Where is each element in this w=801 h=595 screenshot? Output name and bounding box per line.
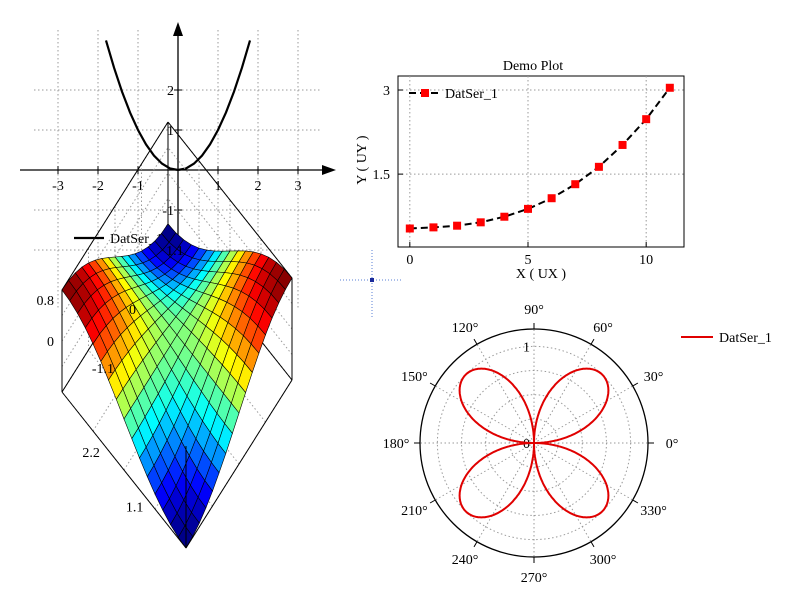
p2-data-point bbox=[524, 204, 532, 213]
p2-data-point bbox=[665, 83, 674, 92]
p3-y-tick-label: 0 bbox=[129, 303, 136, 318]
p1-x-tick-label: 1 bbox=[215, 179, 222, 194]
p2-y-axis-label: Y ( UY ) bbox=[355, 135, 370, 184]
p1-legend-label: DatSer_1 bbox=[110, 232, 163, 247]
p4-angle-tick-label: 150° bbox=[401, 370, 428, 385]
p4-angle-tick-label: 180° bbox=[383, 437, 410, 452]
p4-grid-spoke bbox=[533, 385, 633, 444]
p4-angle-tick-label: 30° bbox=[644, 370, 664, 385]
p4-angle-tick-mark bbox=[473, 541, 478, 548]
p1-x-tick-label: 3 bbox=[295, 179, 302, 194]
p4-angle-tick-mark bbox=[590, 338, 595, 345]
p2-data-point bbox=[594, 162, 603, 171]
p2-y-tick-label: 3 bbox=[383, 84, 390, 99]
p2-series-markers bbox=[405, 83, 674, 233]
p4-grid-spoke bbox=[435, 442, 535, 501]
p4-angle-tick-label: 60° bbox=[593, 321, 613, 336]
p1-y-tick-label: 2 bbox=[167, 84, 174, 99]
p4-angle-tick-mark bbox=[632, 499, 639, 504]
p4-angle-tick-label: 210° bbox=[401, 504, 428, 519]
p1-series-line bbox=[104, 40, 252, 172]
demo-plot-chart: Demo Plot 0 5 10 3 1.5 X ( UX ) Y ( UY ) Dat… bbox=[355, 59, 685, 282]
p2-data-point bbox=[405, 224, 414, 233]
p4-angle-tick-mark bbox=[429, 499, 436, 504]
p4-legend-label: DatSer_1 bbox=[719, 331, 772, 346]
p4-grid-spoke bbox=[533, 344, 592, 444]
p1-x-tick-label: -2 bbox=[92, 179, 104, 194]
p2-data-point bbox=[642, 115, 651, 124]
p3-box-edge bbox=[167, 121, 293, 279]
p4-angle-tick-label: 330° bbox=[640, 504, 667, 519]
p4-angle-tick-mark bbox=[473, 338, 478, 345]
p2-title: Demo Plot bbox=[503, 59, 563, 74]
p4-angle-tick-label: 0° bbox=[666, 437, 679, 452]
p4-grid-spoke bbox=[476, 344, 535, 444]
p1-y-arrow bbox=[173, 22, 183, 36]
p4-angle-tick-mark bbox=[429, 382, 436, 387]
p1-y-tick-label: 1 bbox=[167, 124, 174, 139]
p1-x-tick-label: 2 bbox=[255, 179, 262, 194]
p4-radial-tick-label: 0 bbox=[523, 437, 530, 452]
p4-radial-tick-label: 1 bbox=[523, 340, 530, 355]
p4-angle-tick-mark bbox=[590, 541, 595, 548]
p4-grid-spoke bbox=[533, 442, 633, 501]
p3-box-edge bbox=[185, 379, 293, 549]
p4-angle-tick-label: 120° bbox=[452, 321, 479, 336]
p2-data-point bbox=[476, 218, 485, 227]
p4-angle-tick-label: 300° bbox=[590, 553, 617, 568]
p2-plot-frame bbox=[397, 75, 685, 248]
p4-grid-spoke bbox=[435, 385, 535, 444]
p1-x-tick-label: -3 bbox=[52, 179, 64, 194]
p3-grid-line bbox=[92, 262, 200, 432]
p2-data-point bbox=[618, 140, 627, 149]
polar-chart: 0° 30° 60° 90° 120° 150° 180° 210° 240° 270° 300° 3… bbox=[383, 303, 772, 586]
p3-z-tick-label: 0 bbox=[47, 335, 54, 350]
p3-ticks: 1.1 2.2 -1.1 0 1.1 0.8 0 bbox=[37, 244, 184, 515]
p3-x-tick-label: 1.1 bbox=[126, 500, 144, 515]
p4-ticks: 0° 30° 60° 90° 120° 150° 180° 210° 240° 270° 300° 3… bbox=[383, 303, 679, 586]
p2-grid bbox=[398, 76, 684, 247]
surface-3d-chart: 1.1 2.2 -1.1 0 1.1 0.8 0 bbox=[37, 121, 293, 549]
p2-y-tick-label: 1.5 bbox=[373, 168, 391, 183]
p4-angle-tick-label: 240° bbox=[452, 553, 479, 568]
p4-grid-spoke bbox=[533, 442, 592, 542]
crosshair-cursor bbox=[340, 250, 402, 318]
p3-x-tick-label: 2.2 bbox=[82, 446, 100, 461]
p3-surface bbox=[61, 223, 293, 549]
p3-y-tick-label: -1.1 bbox=[92, 362, 114, 377]
p4-series-line bbox=[458, 367, 610, 519]
p3-y-tick-label: 1.1 bbox=[166, 244, 184, 259]
p4-angle-tick-mark bbox=[632, 382, 639, 387]
p1-x-arrow bbox=[322, 165, 336, 175]
p4-grid-spoke bbox=[476, 442, 535, 542]
p4-angle-tick-label: 270° bbox=[521, 571, 548, 586]
p3-z-tick-label: 0.8 bbox=[37, 294, 55, 309]
p2-x-axis-label: X ( UX ) bbox=[516, 267, 566, 282]
p4-angle-tick-label: 90° bbox=[524, 303, 544, 318]
p2-data-point bbox=[547, 194, 556, 203]
p2-data-point bbox=[571, 180, 580, 189]
p2-ticks: 0 5 10 3 1.5 bbox=[373, 84, 654, 268]
p2-x-tick-label: 10 bbox=[639, 253, 653, 268]
p3-box-front bbox=[61, 290, 293, 549]
p2-data-point bbox=[429, 223, 438, 232]
p2-x-tick-label: 5 bbox=[525, 253, 532, 268]
p3-grid-line bbox=[167, 198, 293, 355]
p3-grid-line bbox=[141, 265, 266, 423]
p2-x-tick-label: 0 bbox=[406, 253, 413, 268]
p3-box-edge bbox=[61, 121, 169, 291]
p2-data-point bbox=[453, 221, 462, 230]
p2-legend-label: DatSer_1 bbox=[445, 87, 498, 102]
p2-data-point bbox=[500, 212, 509, 221]
p1-x-tick-label: -1 bbox=[132, 179, 144, 194]
p2-series-line bbox=[409, 87, 671, 230]
p3-grid-line bbox=[61, 198, 169, 367]
p2-legend-marker bbox=[421, 89, 429, 97]
p3-box-edge bbox=[61, 391, 187, 549]
